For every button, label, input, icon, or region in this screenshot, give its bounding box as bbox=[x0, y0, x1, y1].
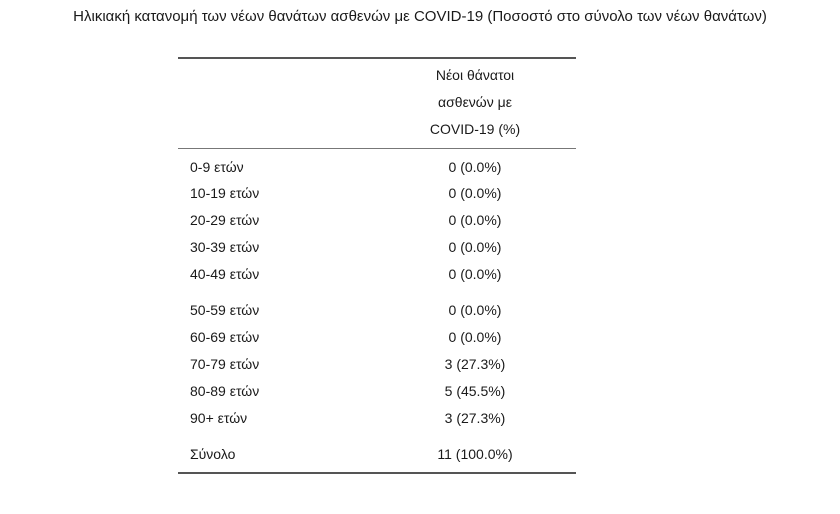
row-label: 30-39 ετών bbox=[190, 239, 260, 255]
row-value: 0 (0.0%) bbox=[448, 266, 502, 282]
row-value: 0 (0.0%) bbox=[448, 239, 502, 255]
row-label: 10-19 ετών bbox=[190, 185, 260, 201]
row-value: 0 (0.0%) bbox=[448, 185, 502, 201]
row-label: 20-29 ετών bbox=[190, 212, 260, 228]
row-value: 3 (27.3%) bbox=[444, 410, 506, 426]
row-label: 50-59 ετών bbox=[190, 302, 260, 318]
row-label: 0-9 ετών bbox=[190, 159, 244, 175]
row-value: 3 (27.3%) bbox=[444, 356, 506, 372]
row-value: 5 (45.5%) bbox=[444, 383, 506, 399]
row-label: 80-89 ετών bbox=[190, 383, 260, 399]
row-label: 90+ ετών bbox=[190, 410, 248, 426]
row-label: Σύνολο bbox=[190, 446, 236, 462]
row-value: 0 (0.0%) bbox=[448, 212, 502, 228]
bottom-rule bbox=[178, 472, 576, 474]
header-rule bbox=[178, 148, 576, 149]
row-value: 0 (0.0%) bbox=[448, 302, 502, 318]
row-label: 70-79 ετών bbox=[190, 356, 260, 372]
row-label: 40-49 ετών bbox=[190, 266, 260, 282]
title: Ηλικιακή κατανομή των νέων θανάτων ασθεν… bbox=[73, 8, 767, 25]
top-rule bbox=[178, 57, 576, 59]
column-header: Νέοι θάνατοι ασθενών με COVID-19 (%) bbox=[429, 67, 521, 137]
row-value: 0 (0.0%) bbox=[448, 329, 502, 345]
row-label: 60-69 ετών bbox=[190, 329, 260, 345]
row-value: 0 (0.0%) bbox=[448, 159, 502, 175]
row-value: 11 (100.0%) bbox=[437, 446, 513, 462]
